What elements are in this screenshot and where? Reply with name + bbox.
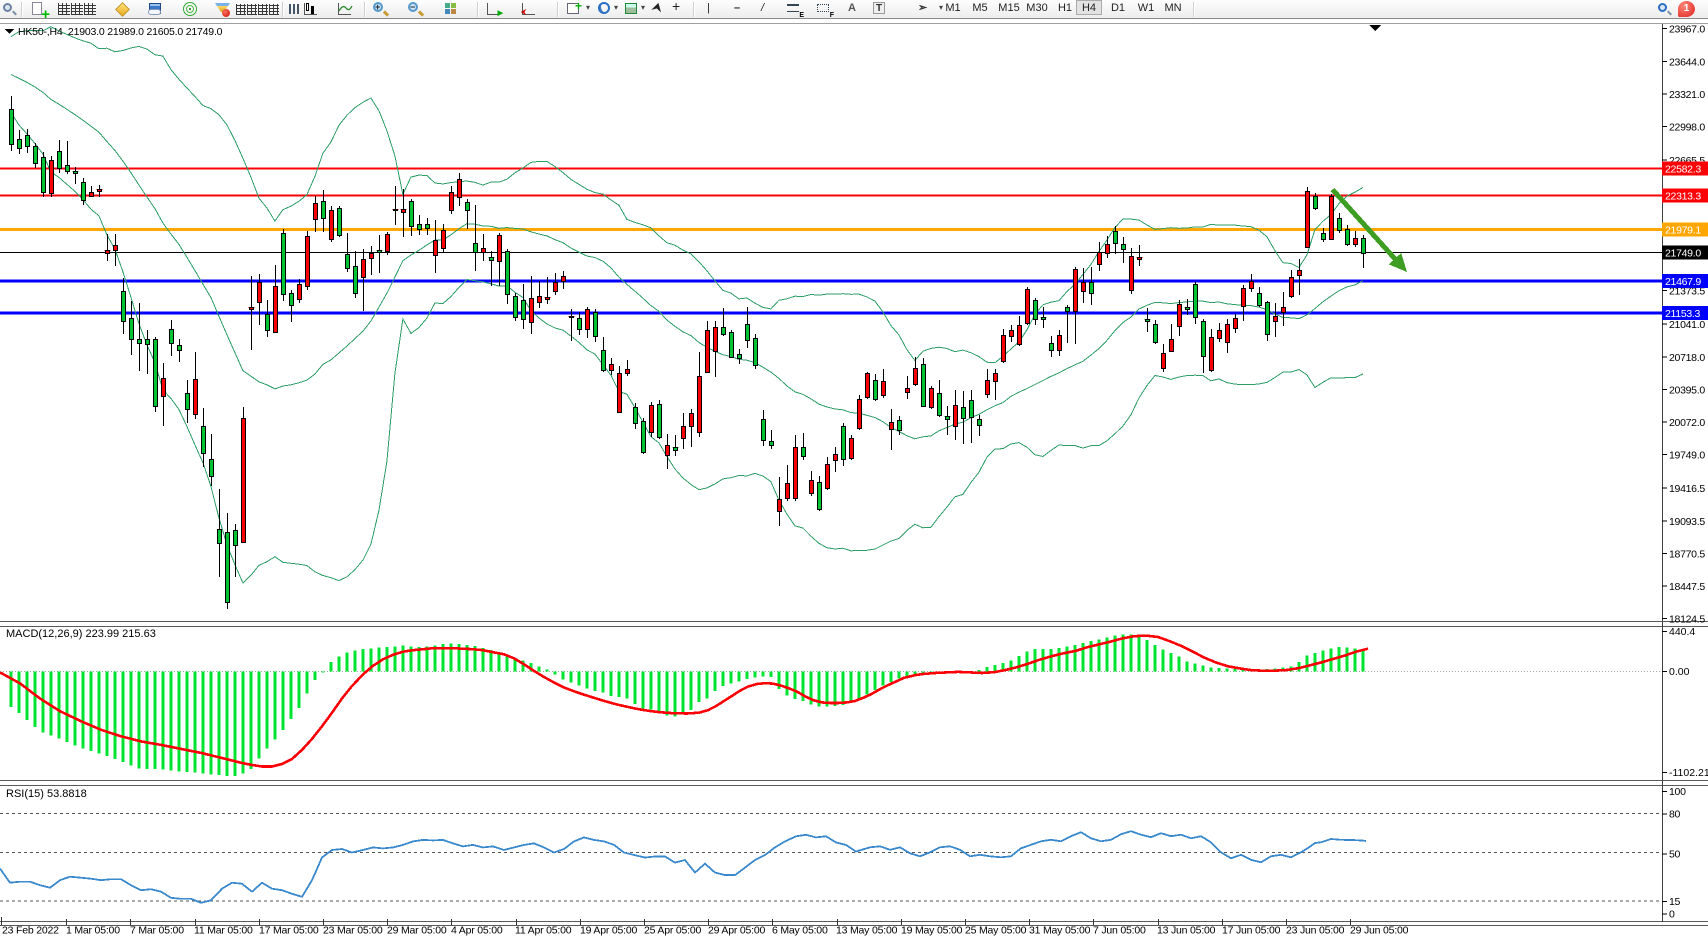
svg-text:19749.0: 19749.0 <box>1669 450 1705 462</box>
svg-text:29 Jun 05:00: 29 Jun 05:00 <box>1350 925 1409 937</box>
svg-text:19 May 05:00: 19 May 05:00 <box>901 925 963 937</box>
svg-text:6 May 05:00: 6 May 05:00 <box>772 925 828 937</box>
svg-text:15: 15 <box>1669 896 1681 908</box>
svg-text:25 Apr 05:00: 25 Apr 05:00 <box>644 925 702 937</box>
svg-text:18124.5: 18124.5 <box>1669 614 1705 626</box>
svg-text:20395.0: 20395.0 <box>1669 384 1705 396</box>
svg-text:22998.0: 22998.0 <box>1669 122 1705 134</box>
svg-text:22313.3: 22313.3 <box>1665 191 1701 203</box>
svg-text:1 Mar 05:00: 1 Mar 05:00 <box>66 925 120 937</box>
svg-text:21467.9: 21467.9 <box>1665 276 1701 288</box>
svg-text:21749.0: 21749.0 <box>1665 248 1701 260</box>
svg-text:13 Jun 05:00: 13 Jun 05:00 <box>1157 925 1216 937</box>
svg-text:29 Mar 05:00: 29 Mar 05:00 <box>387 925 447 937</box>
svg-text:22582.3: 22582.3 <box>1665 164 1701 176</box>
svg-text:80: 80 <box>1669 809 1681 821</box>
svg-text:19093.5: 19093.5 <box>1669 516 1705 528</box>
svg-text:31 May 05:00: 31 May 05:00 <box>1029 925 1091 937</box>
svg-text:18447.5: 18447.5 <box>1669 581 1705 593</box>
svg-text:25 May 05:00: 25 May 05:00 <box>965 925 1027 937</box>
svg-text:17 Jun 05:00: 17 Jun 05:00 <box>1222 925 1281 937</box>
svg-text:50: 50 <box>1669 849 1681 861</box>
svg-text:RSI(15) 53.8818: RSI(15) 53.8818 <box>6 788 87 800</box>
svg-text:29 Apr 05:00: 29 Apr 05:00 <box>708 925 766 937</box>
svg-text:19 Apr 05:00: 19 Apr 05:00 <box>580 925 638 937</box>
svg-text:20718.0: 20718.0 <box>1669 352 1705 364</box>
svg-text:21041.0: 21041.0 <box>1669 319 1705 331</box>
svg-text:18770.5: 18770.5 <box>1669 548 1705 560</box>
svg-text:HK50-,H4 21903.0 21989.0 2160: HK50-,H4 21903.0 21989.0 21605.0 21749.0 <box>18 26 223 38</box>
svg-text:7 Mar 05:00: 7 Mar 05:00 <box>130 925 184 937</box>
svg-text:23 Jun 05:00: 23 Jun 05:00 <box>1286 925 1345 937</box>
svg-text:23 Mar 05:00: 23 Mar 05:00 <box>323 925 383 937</box>
svg-text:13 May 05:00: 13 May 05:00 <box>836 925 898 937</box>
svg-text:11 Apr 05:00: 11 Apr 05:00 <box>515 925 572 937</box>
svg-text:21373.5: 21373.5 <box>1669 286 1705 298</box>
svg-text:23644.0: 23644.0 <box>1669 56 1705 68</box>
svg-text:-1102.21: -1102.21 <box>1669 767 1708 779</box>
svg-text:4 Apr 05:00: 4 Apr 05:00 <box>451 925 503 937</box>
svg-text:20072.0: 20072.0 <box>1669 417 1705 429</box>
svg-text:100: 100 <box>1669 786 1686 798</box>
svg-text:11 Mar 05:00: 11 Mar 05:00 <box>194 925 253 937</box>
svg-text:440.4: 440.4 <box>1669 626 1695 638</box>
svg-text:21979.1: 21979.1 <box>1665 224 1701 236</box>
svg-text:23967.0: 23967.0 <box>1669 24 1705 36</box>
svg-text:0.00: 0.00 <box>1669 666 1690 678</box>
svg-text:21153.3: 21153.3 <box>1665 308 1701 320</box>
svg-text:19416.5: 19416.5 <box>1669 483 1705 495</box>
svg-text:7 Jun 05:00: 7 Jun 05:00 <box>1093 925 1146 937</box>
svg-text:23 Feb 2022: 23 Feb 2022 <box>2 925 59 937</box>
svg-text:0: 0 <box>1669 909 1675 921</box>
svg-text:MACD(12,26,9) 223.99 215.63: MACD(12,26,9) 223.99 215.63 <box>6 628 156 640</box>
svg-text:23321.0: 23321.0 <box>1669 89 1705 101</box>
svg-text:17 Mar 05:00: 17 Mar 05:00 <box>259 925 319 937</box>
